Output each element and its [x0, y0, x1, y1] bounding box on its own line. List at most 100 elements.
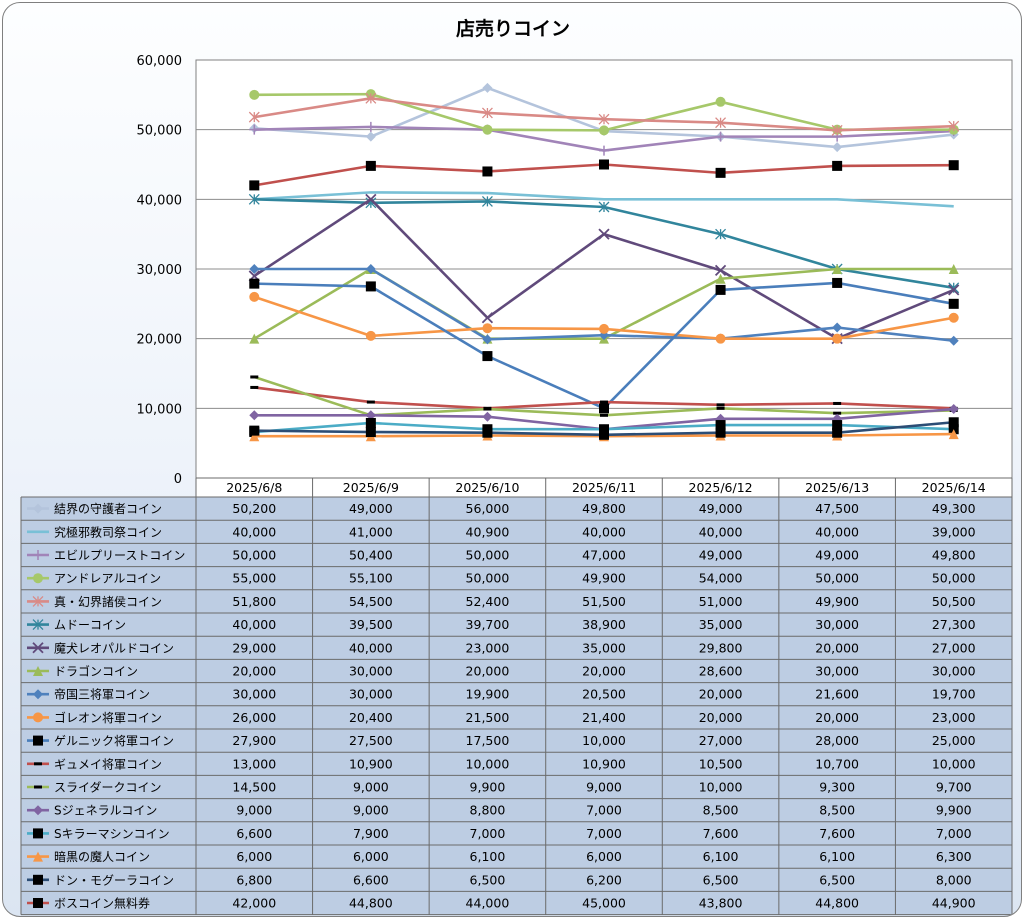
data-point [249, 431, 260, 442]
data-point [599, 323, 609, 334]
series-5 [248, 92, 960, 136]
data-point [948, 120, 960, 132]
table-cell: 49,800 [932, 548, 976, 563]
legend-key-marker [33, 573, 43, 584]
data-point [715, 427, 726, 438]
table-cell: 10,900 [582, 756, 626, 771]
table-cell: 20,000 [815, 640, 859, 655]
table-cell: 38,900 [582, 617, 626, 632]
table-cell: 9,700 [936, 780, 972, 795]
table-cell: 49,900 [582, 571, 626, 586]
data-point [365, 193, 377, 205]
data-point [598, 228, 610, 240]
table-cell: 8,500 [819, 803, 855, 818]
data-point [481, 195, 493, 207]
x-category-label: 2025/6/8 [226, 480, 282, 495]
table-cell: 20,000 [699, 687, 743, 702]
table-cell: 45,000 [582, 896, 626, 911]
table-cell: 8,000 [936, 872, 972, 887]
table-cell: 35,000 [582, 640, 626, 655]
table-cell: 49,300 [932, 501, 976, 516]
series-name: 真・幻界諸侯コイン [54, 594, 162, 609]
data-point [832, 322, 843, 333]
table-cell: 51,500 [582, 594, 626, 609]
table-cell: 20,000 [466, 664, 510, 679]
table-cell: 40,000 [815, 524, 859, 539]
series-name: ゲルニック将軍コイン [54, 734, 174, 748]
table-cell: 44,000 [466, 896, 510, 911]
table-cell: 20,000 [815, 710, 859, 725]
data-point [249, 124, 260, 135]
table-cell: 6,200 [586, 872, 622, 887]
table-cell: 51,000 [699, 594, 743, 609]
table-cell: 55,100 [349, 571, 393, 586]
data-point [600, 400, 608, 404]
table-cell: 55,000 [232, 571, 276, 586]
table-cell: 40,000 [699, 524, 743, 539]
data-point [366, 400, 375, 404]
table-cell: 6,500 [819, 872, 855, 887]
data-point [948, 298, 959, 309]
table-cell: 40,900 [466, 524, 510, 539]
table-cell: 6,100 [703, 849, 739, 864]
chart-title: 店売りコイン [456, 17, 570, 40]
data-point [598, 113, 610, 125]
data-point [715, 131, 726, 142]
legend-key-marker [34, 785, 42, 789]
legend-key-marker [33, 805, 43, 816]
data-point [599, 403, 609, 414]
data-point [715, 284, 726, 295]
data-point [948, 264, 959, 274]
table-cell: 8,800 [470, 803, 506, 818]
table-cell: 43,800 [699, 896, 743, 911]
table-cell: 20,000 [582, 664, 626, 679]
table-cell: 9,300 [819, 780, 855, 795]
data-point [948, 284, 960, 296]
table-cell: 10,000 [466, 756, 510, 771]
table-cell: 6,500 [703, 872, 739, 887]
data-point [365, 121, 376, 132]
y-tick-label: 50,000 [137, 124, 183, 139]
legend-key-marker [33, 712, 43, 723]
table-cell: 6,000 [586, 849, 622, 864]
data-point [249, 291, 260, 302]
table-cell: 6,300 [936, 849, 972, 864]
table-cell: 28,000 [815, 733, 859, 748]
data-point [599, 429, 609, 440]
data-table: 2025/6/8 2025/6/9 2025/6/10 2025/6/11 2025/6… [20, 477, 1013, 916]
table-cell: 13,000 [232, 756, 276, 771]
data-point [365, 92, 377, 104]
data-point [832, 420, 843, 431]
y-tick-label: 30,000 [137, 263, 183, 278]
table-cell: 40,000 [349, 640, 393, 655]
series-10 [249, 291, 959, 344]
x-category-label: 2025/6/13 [805, 480, 869, 495]
table-cell: 40,000 [232, 524, 276, 539]
series-name: 暗黒の魔人コイン [54, 849, 150, 864]
data-point [248, 193, 260, 205]
table-cell: 21,600 [815, 687, 859, 702]
series-name: Sジェネラルコイン [54, 804, 157, 818]
data-point [481, 312, 494, 324]
table-cell: 21,500 [466, 710, 510, 725]
series-name: ボスコイン無料券 [54, 896, 150, 911]
table-cell: 26,000 [232, 710, 276, 725]
series-name: 帝国三将軍コイン [54, 687, 150, 702]
table-cell: 6,800 [236, 872, 272, 887]
table-cell: 17,500 [466, 733, 510, 748]
legend-key-marker [32, 595, 44, 607]
data-point [716, 403, 725, 407]
table-cell: 50,000 [466, 548, 510, 563]
table-cell: 30,000 [932, 664, 976, 679]
table-cell: 7,900 [353, 826, 389, 841]
data-point [482, 334, 493, 345]
legend-key-marker [33, 851, 43, 862]
table-cell: 10,000 [932, 756, 976, 771]
table-cell: 6,000 [353, 849, 389, 864]
table-cell: 44,800 [815, 896, 859, 911]
data-point [598, 201, 610, 213]
table-cell: 47,500 [815, 501, 859, 516]
table-cell: 19,700 [932, 687, 976, 702]
table-cell: 50,000 [932, 571, 976, 586]
